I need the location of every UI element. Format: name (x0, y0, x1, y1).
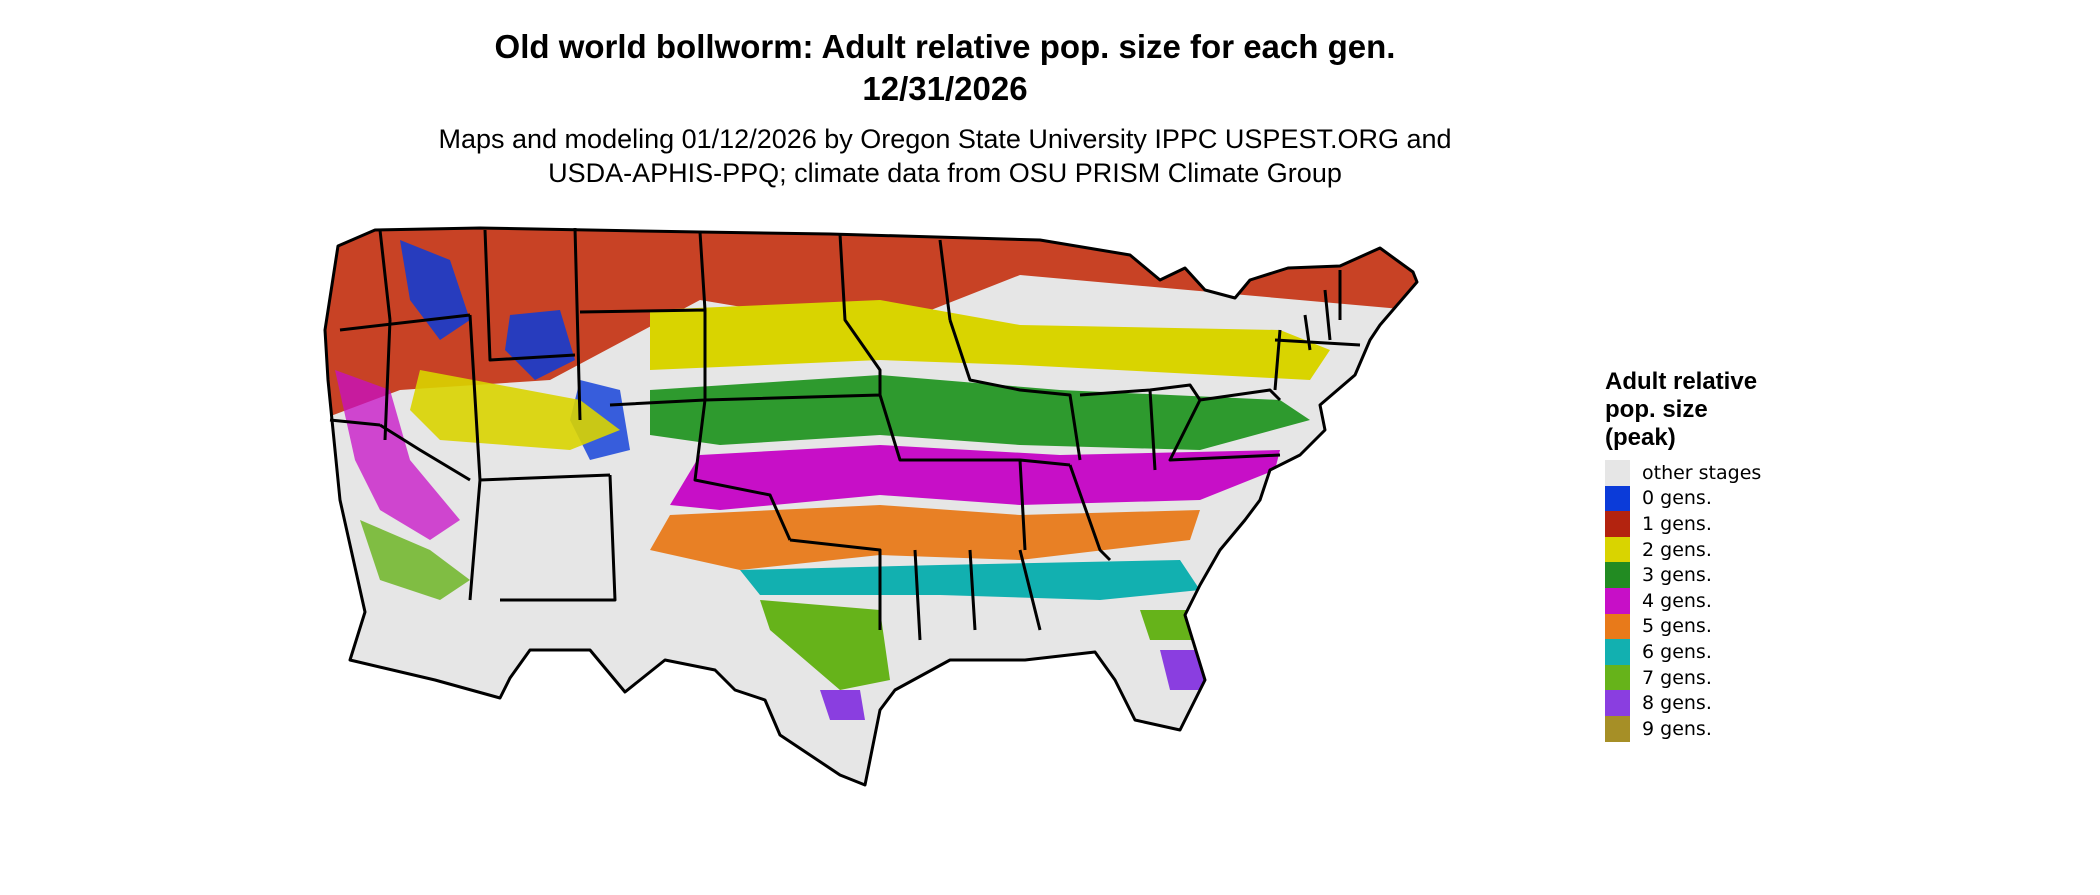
legend-label: other stages (1642, 461, 1762, 484)
legend-item: 2 gens. (1605, 536, 1761, 563)
legend-label: 8 gens. (1642, 692, 1712, 715)
legend-swatch (1605, 715, 1630, 742)
us-map (320, 220, 1580, 890)
legend-item: 6 gens. (1605, 639, 1761, 665)
legend-item: 9 gens. (1605, 715, 1761, 742)
legend-label: 6 gens. (1642, 640, 1712, 663)
legend-items: other stages 0 gens. 1 gens. 2 gens. 3 gens.… (1605, 460, 1761, 742)
subtitle-line-2: USDA-APHIS-PPQ; climate data from OSU PR… (548, 158, 1342, 188)
band-7-gens-california (360, 520, 470, 600)
band-2-gens (650, 300, 1330, 380)
legend-swatch (1605, 613, 1630, 640)
us-outline (323, 226, 1419, 787)
title-line-1: Old world bollworm: Adult relative pop. … (494, 28, 1396, 65)
map-title: Old world bollworm: Adult relative pop. … (0, 26, 1890, 110)
legend-swatch (1605, 562, 1630, 588)
band-7-gens (760, 600, 1205, 690)
legend-label: 4 gens. (1642, 589, 1712, 612)
legend-label: 0 gens. (1642, 487, 1712, 510)
legend-item: 1 gens. (1605, 511, 1761, 537)
legend-title-line-1: Adult relative (1605, 368, 1758, 395)
title-line-2: 12/31/2026 (862, 70, 1028, 107)
legend-swatch (1605, 485, 1630, 512)
legend-item: 3 gens. (1605, 562, 1761, 588)
legend-title-line-2: pop. size (1605, 396, 1708, 423)
us-map-svg (323, 226, 1419, 787)
legend: Adult relative pop. size (peak) other st… (1605, 368, 1761, 742)
generation-bands (325, 228, 1417, 785)
legend-title: Adult relative pop. size (peak) (1605, 368, 1761, 452)
legend-swatch (1605, 664, 1630, 691)
band-5-gens (650, 505, 1200, 570)
legend-swatch (1605, 460, 1630, 486)
legend-label: 3 gens. (1642, 564, 1712, 587)
legend-title-line-3: (peak) (1605, 424, 1676, 451)
legend-item: 4 gens. (1605, 587, 1761, 614)
band-6-gens (740, 560, 1200, 600)
map-subtitle: Maps and modeling 01/12/2026 by Oregon S… (0, 122, 1890, 190)
band-0-gens-wyoming (505, 310, 575, 380)
band-4-gens (670, 445, 1280, 510)
legend-swatch (1605, 690, 1630, 716)
subtitle-line-1: Maps and modeling 01/12/2026 by Oregon S… (438, 124, 1452, 154)
legend-label: 1 gens. (1642, 512, 1712, 535)
band-3-gens (650, 375, 1310, 450)
legend-item: 8 gens. (1605, 690, 1761, 716)
band-8-gens (820, 650, 1210, 720)
band-4-gens-california (335, 370, 460, 540)
band-2-gens-west (410, 370, 620, 450)
legend-label: 7 gens. (1642, 666, 1712, 689)
legend-swatch (1605, 536, 1630, 563)
legend-item: 5 gens. (1605, 613, 1761, 640)
legend-item: 0 gens. (1605, 485, 1761, 512)
legend-item: other stages (1605, 460, 1761, 486)
state-borders (323, 226, 1419, 787)
legend-swatch (1605, 587, 1630, 614)
legend-swatch (1605, 511, 1630, 537)
legend-label: 9 gens. (1642, 717, 1712, 740)
legend-swatch (1605, 639, 1630, 665)
band-0-gens-idaho (400, 240, 470, 340)
legend-item: 7 gens. (1605, 664, 1761, 691)
legend-label: 2 gens. (1642, 538, 1712, 561)
legend-label: 5 gens. (1642, 615, 1712, 638)
